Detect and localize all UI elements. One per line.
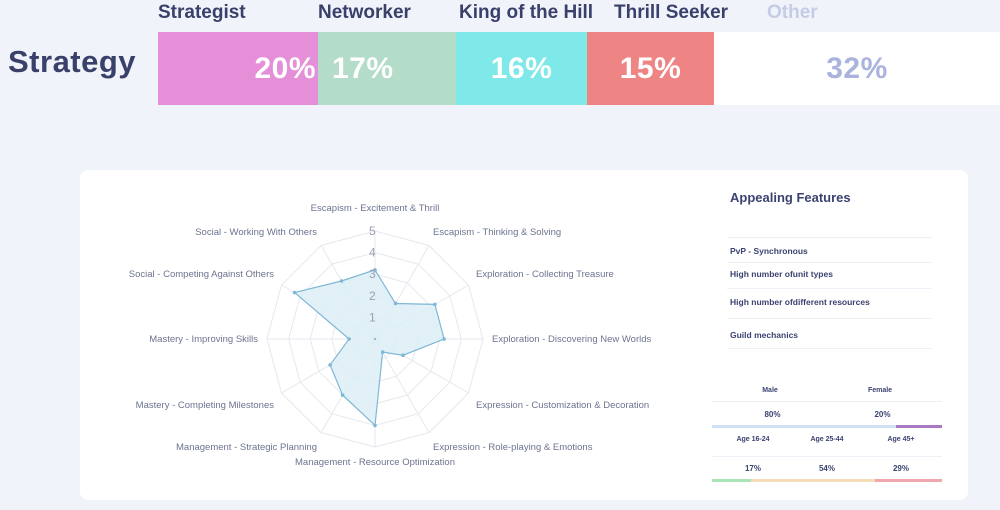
radar-axis-label: Expression - Customization & Decoration	[476, 400, 649, 411]
divider	[727, 348, 932, 349]
radar-axis-label: Expression - Role-playing & Emotions	[433, 442, 593, 453]
radar-point	[292, 290, 297, 295]
segment-king-of-the-hill: 16%	[456, 32, 587, 105]
age-label: Age 25-44	[810, 436, 844, 443]
radar-axis-label: Management - Resource Optimization	[295, 457, 455, 468]
divider	[727, 262, 932, 263]
feature-item: High number ofunit types	[730, 269, 833, 279]
radar-point	[347, 337, 351, 341]
gender-bar-male	[712, 425, 896, 428]
radar-axis-label: Social - Competing Against Others	[129, 269, 274, 280]
player-type-bar: 20% 17% 16% 15% 32%	[158, 32, 1000, 105]
age-bar	[751, 479, 876, 482]
segment-strategist: 20%	[158, 32, 318, 105]
age-value: 54%	[818, 464, 835, 473]
radar-point	[393, 301, 398, 306]
radar-scale-label: 1	[369, 310, 376, 324]
segment-title-other: Other	[767, 2, 818, 23]
genre-title: Strategy	[8, 44, 137, 79]
radar-point	[340, 393, 345, 397]
gender-value-male: 80%	[764, 410, 781, 419]
gender-value-female: 20%	[874, 410, 891, 419]
appealing-features-title: Appealing Features	[730, 190, 851, 205]
age-value: 29%	[892, 464, 909, 473]
divider	[712, 401, 942, 402]
radar-axis-label: Escapism - Thinking & Solving	[433, 227, 561, 238]
feature-item: Guild mechanics	[730, 330, 799, 340]
divider	[727, 318, 932, 319]
radar-point	[380, 350, 385, 354]
age-label: Age 45+	[887, 436, 915, 443]
segment-other: 32%	[714, 32, 1000, 105]
age-bar	[875, 479, 942, 482]
segment-title-thrill-seeker: Thrill Seeker	[614, 2, 729, 23]
segment-networker: 17%	[318, 32, 456, 105]
gender-bar-female	[896, 425, 942, 428]
divider	[712, 456, 942, 457]
radar-point	[401, 353, 405, 358]
radar-point	[328, 363, 332, 367]
radar-axis-label: Mastery - Improving Skills	[149, 334, 258, 345]
segment-thrill-seeker: 15%	[587, 32, 714, 105]
gender-label-male: Male	[762, 387, 778, 394]
age-label: Age 16-24	[736, 436, 770, 443]
radar-spoke	[374, 338, 430, 433]
feature-item: PvP - Synchronous	[730, 246, 808, 256]
radar-axis-label: Exploration - Collecting Treasure	[476, 269, 614, 280]
radar-axis-label: Social - Working With Others	[195, 227, 317, 238]
radar-point	[433, 302, 437, 307]
divider	[727, 288, 932, 289]
profile-card	[80, 170, 968, 500]
radar-scale-label: 5	[369, 224, 376, 238]
age-bar	[712, 479, 752, 482]
radar-point	[373, 268, 377, 272]
radar-point	[373, 423, 377, 428]
radar-point	[339, 279, 344, 283]
radar-axis-label: Escapism - Excitement & Thrill	[311, 203, 440, 214]
segment-title-king-of-the-hill: King of the Hill	[459, 2, 594, 23]
divider	[727, 237, 932, 238]
radar-axis-label: Mastery - Completing Milestones	[136, 400, 275, 411]
radar-center	[374, 338, 376, 340]
radar-scale-label: 4	[369, 246, 376, 260]
radar-axis-label: Management - Strategic Planning	[176, 442, 317, 453]
feature-item: High number ofdifferent resources	[730, 297, 870, 307]
radar-axis-label: Exploration - Discovering New Worlds	[492, 334, 652, 345]
segment-title-strategist: Strategist	[158, 2, 246, 23]
age-value: 17%	[744, 464, 761, 473]
radar-scale-label: 2	[369, 289, 376, 303]
segment-title-networker: Networker	[318, 2, 411, 23]
radar-scale-label: 3	[369, 267, 376, 281]
gender-label-female: Female	[867, 387, 893, 394]
radar-point	[442, 337, 446, 341]
